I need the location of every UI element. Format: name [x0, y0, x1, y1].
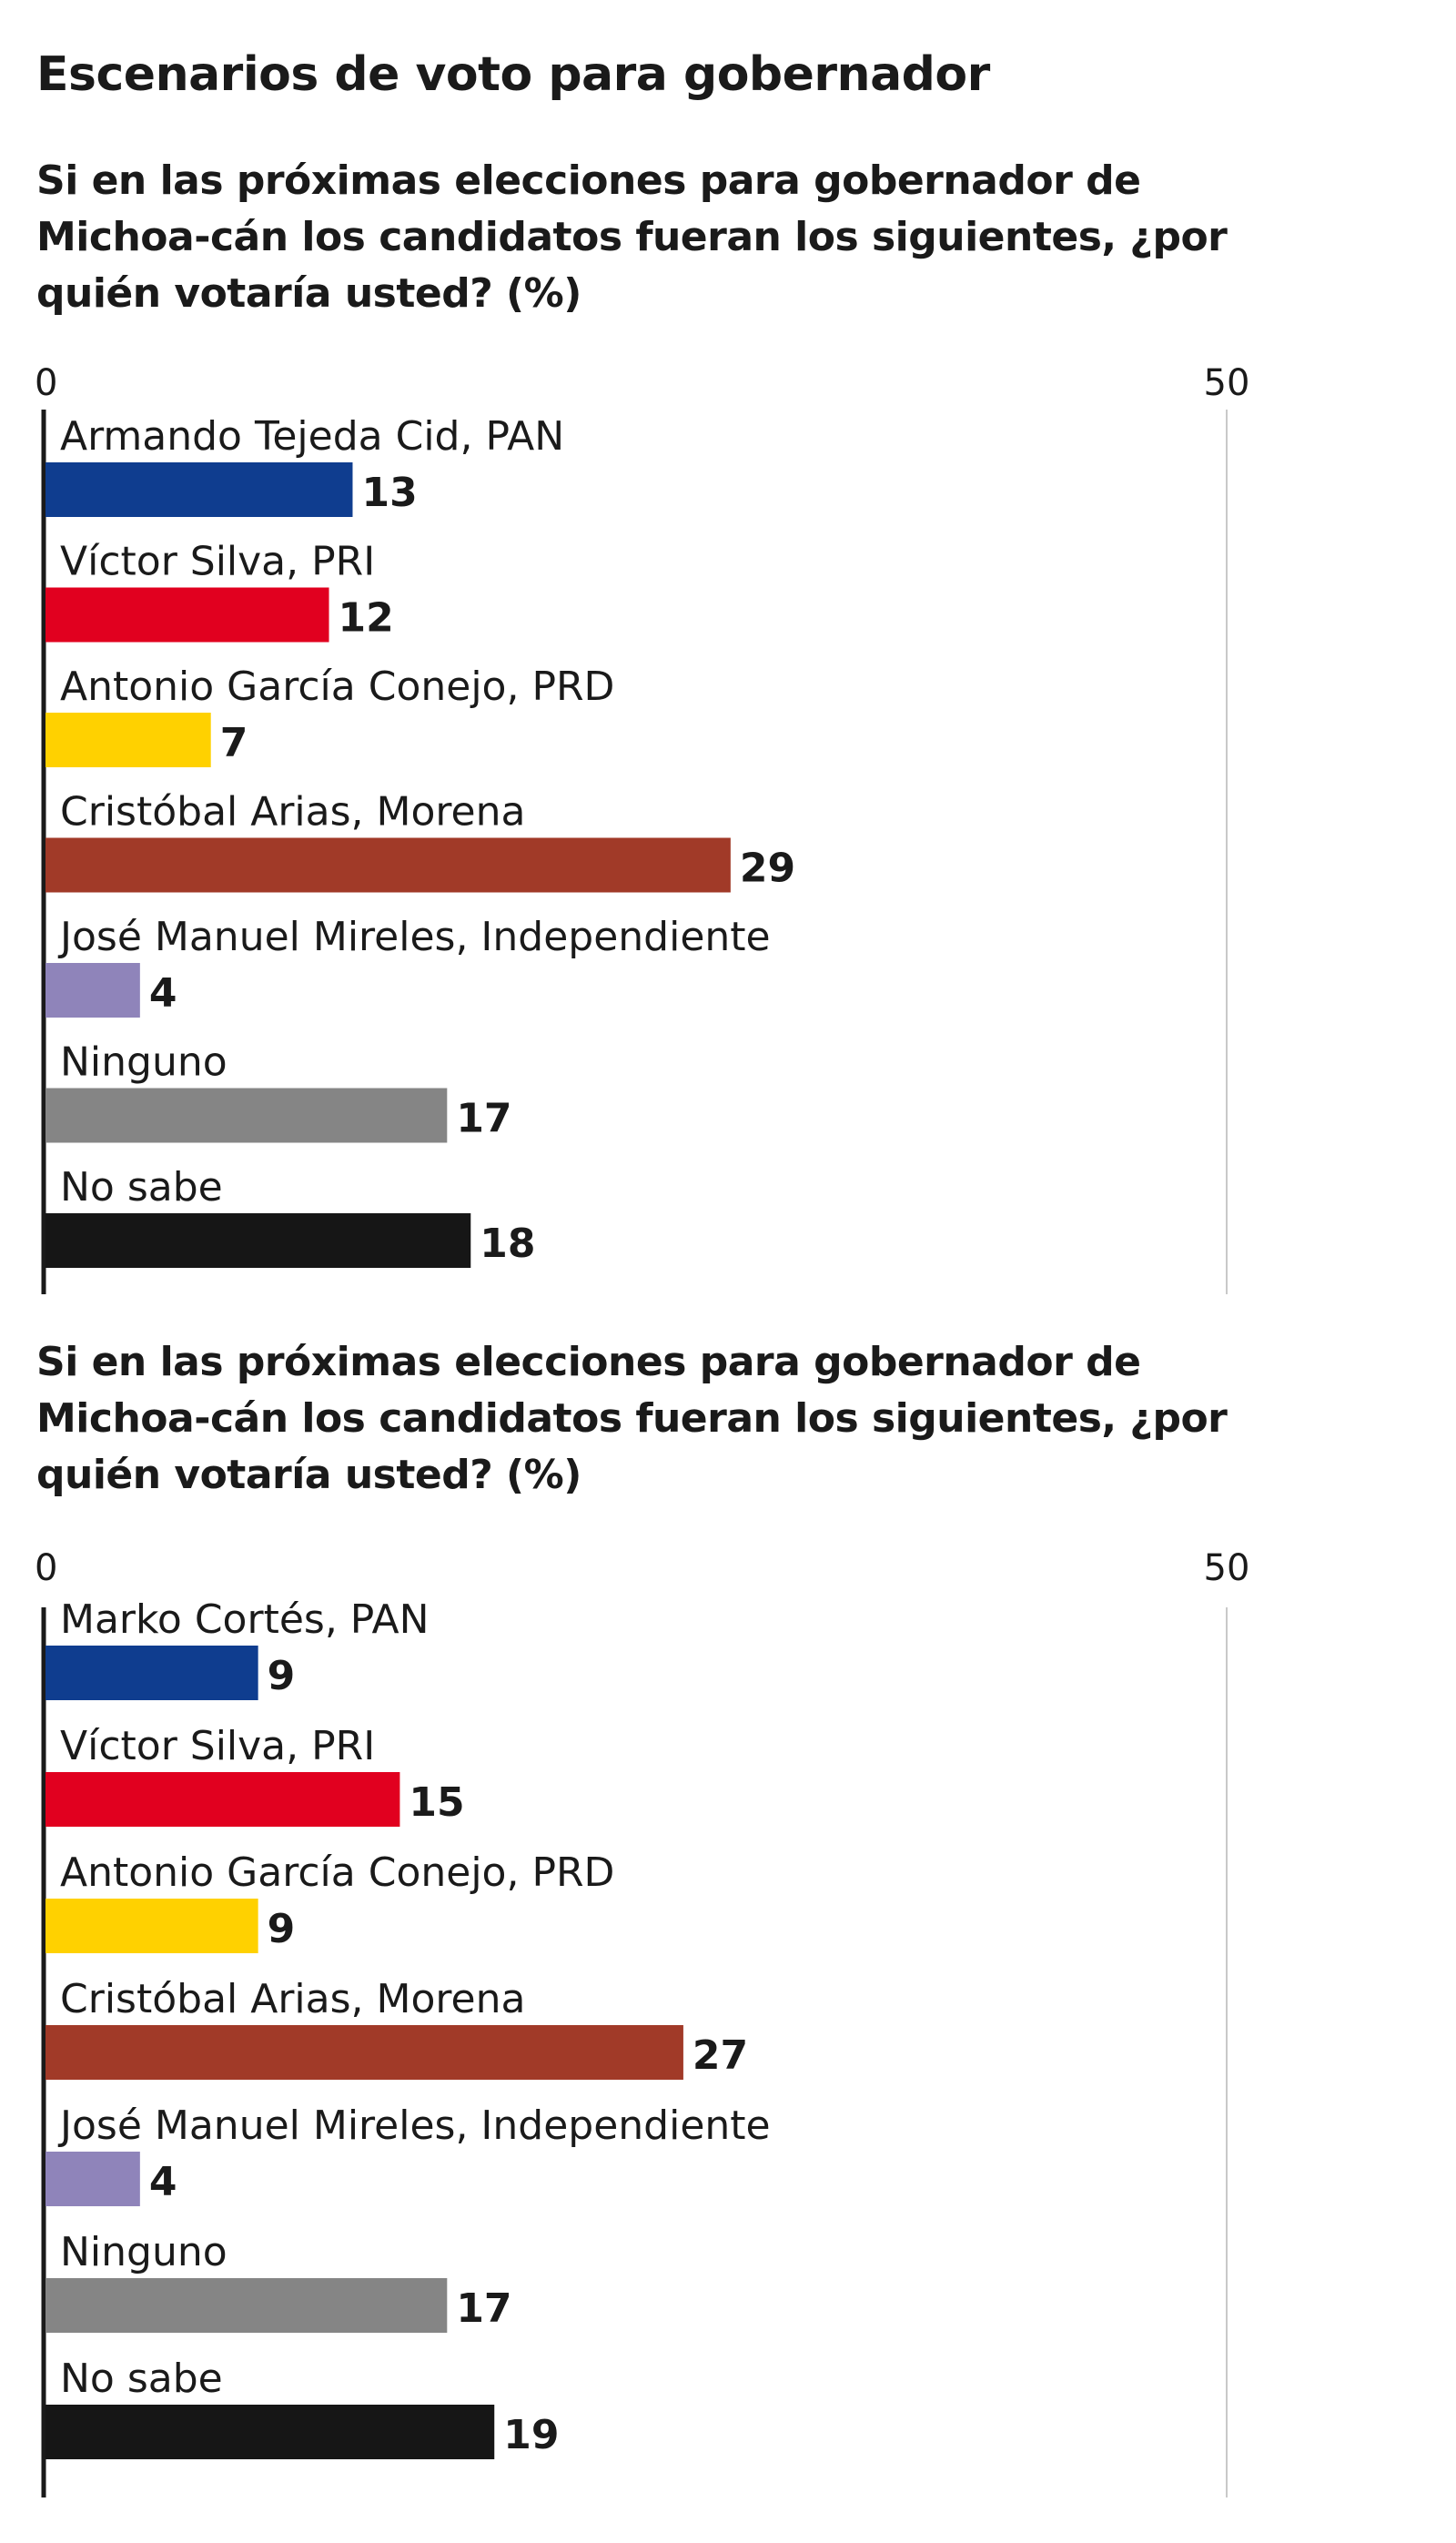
bar	[46, 713, 211, 767]
bar-value-label: 18	[480, 1221, 535, 1267]
chart-2-question: Si en las próximas elecciones para gober…	[36, 1339, 1228, 1498]
bar	[46, 462, 353, 517]
x-tick-label-0: 0	[35, 362, 57, 404]
bar-value-label: 9	[268, 1653, 296, 1699]
category-label: José Manuel Mireles, Independiente	[57, 2102, 771, 2149]
bar-value-label: 12	[339, 595, 394, 642]
category-label: No sabe	[60, 1164, 223, 1211]
category-label: Ninguno	[60, 1039, 228, 1086]
bar	[46, 1213, 471, 1268]
x-tick-label-50: 50	[1204, 1547, 1250, 1589]
category-label: Antonio García Conejo, PRD	[60, 1849, 614, 1896]
category-label: No sabe	[60, 2356, 223, 2402]
x-tick-label-0: 0	[35, 1547, 57, 1589]
bar-value-label: 19	[503, 2412, 559, 2458]
bar	[46, 837, 731, 893]
category-label: Antonio García Conejo, PRD	[60, 664, 614, 710]
bar-value-label: 9	[268, 1906, 296, 1952]
bar-chart-scenario-2-svg: 0 50 Marko Cortés, PAN 9 Víctor Silva, PRI 15…	[35, 1547, 1250, 2497]
bar-value-label: 13	[361, 470, 417, 516]
bar	[46, 2025, 683, 2080]
category-label: Marko Cortés, PAN	[60, 1596, 430, 1643]
bar-chart-scenario-1-svg: 0 50 Armando Tejeda Cid, PAN 13 Víctor Silva…	[35, 362, 1250, 1294]
page-title: Escenarios de voto para gobernador	[36, 47, 990, 102]
category-label: Víctor Silva, PRI	[60, 539, 375, 585]
category-label: Ninguno	[60, 2229, 228, 2275]
bar	[46, 2152, 140, 2206]
chart-1-question: Si en las próximas elecciones para gober…	[36, 157, 1228, 317]
category-label: José Manuel Mireles, Independiente	[57, 914, 771, 960]
bar	[46, 1646, 258, 1700]
bar-value-label: 7	[220, 720, 248, 766]
bar	[46, 2405, 495, 2459]
bar	[46, 963, 140, 1018]
bar-value-label: 29	[740, 846, 795, 892]
bar-chart-scenario-1: 0 50 Armando Tejeda Cid, PAN 13 Víctor Silva…	[0, 346, 1456, 1311]
category-label: Cristóbal Arias, Morena	[60, 1976, 525, 2022]
bar-value-label: 17	[456, 2285, 511, 2332]
bar-value-label: 4	[149, 970, 177, 1017]
x-tick-label-50: 50	[1204, 362, 1250, 404]
category-label: Armando Tejeda Cid, PAN	[60, 413, 564, 460]
bar	[46, 587, 329, 643]
bar-value-label: 4	[149, 2159, 177, 2205]
bar	[46, 2278, 448, 2333]
bar	[46, 1899, 258, 1953]
category-label: Víctor Silva, PRI	[60, 1723, 375, 1769]
bar-chart-scenario-2: 0 50 Marko Cortés, PAN 9 Víctor Silva, PRI 15…	[0, 1531, 1456, 2514]
bar	[46, 1772, 400, 1827]
category-label: Cristóbal Arias, Morena	[60, 789, 525, 836]
bar-value-label: 15	[409, 1779, 464, 1826]
bar-value-label: 27	[693, 2032, 748, 2079]
bar-value-label: 17	[456, 1096, 511, 1142]
bar	[46, 1088, 448, 1143]
